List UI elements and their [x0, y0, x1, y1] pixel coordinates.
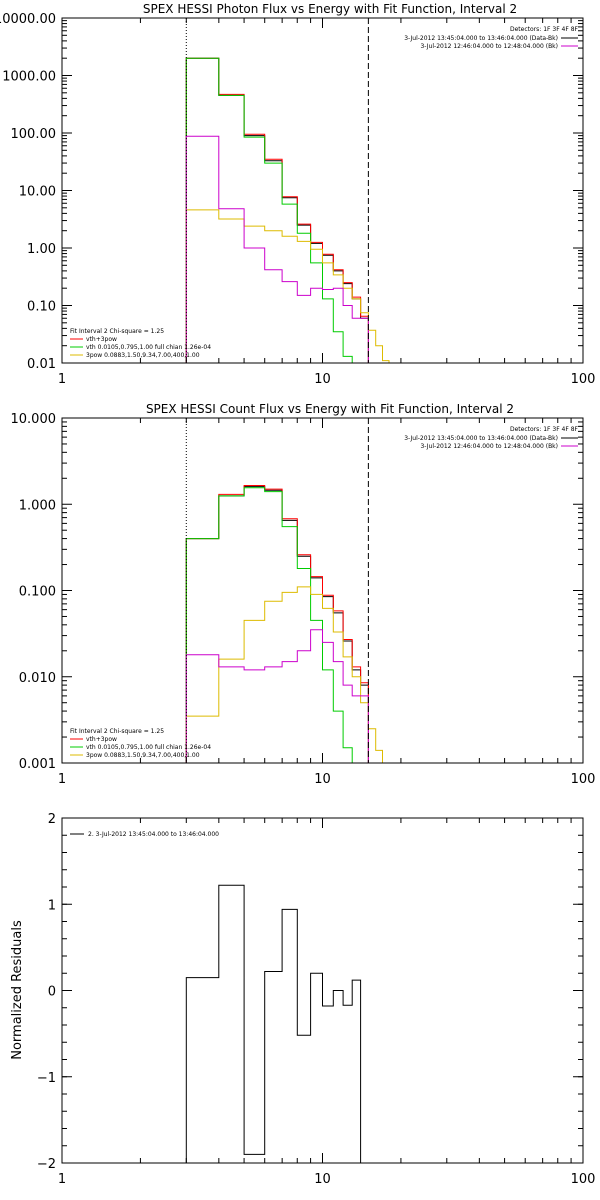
legend-left-label: vth 0.0105,0.795,1.00 full chian 1.26e-0… — [86, 344, 211, 351]
series-3pow — [185, 209, 390, 363]
fit-header: Fit Interval 2 Chi-square = 1.25 — [70, 328, 164, 335]
detectors-label: Detectors: 1F 3F 4F 8F — [510, 426, 579, 433]
legend-left-label: 3pow 0.0883,1.50,9.34,7.00,400,1.00 — [86, 352, 200, 359]
series-layer — [185, 485, 383, 763]
y-tick-label: 10.000 — [11, 412, 57, 427]
plot-frame — [61, 17, 584, 364]
chart-title: SPEX HESSI Photon Flux vs Energy with Fi… — [143, 2, 517, 16]
series-vth-3pow — [185, 57, 369, 363]
y-tick-label: 1000.00 — [2, 70, 56, 85]
series-residuals — [185, 884, 362, 1163]
y-tick-label: 0.100 — [19, 585, 56, 600]
fit-header: Fit Interval 2 Chi-square = 1.25 — [70, 728, 164, 735]
residuals-panel: 1 10 100 −2 −1 0 1 2 Normalized Residuals 2. 3-… — [10, 812, 595, 1187]
x-tick-label: 10 — [314, 1172, 331, 1187]
y-tick-label: 1.00 — [27, 242, 56, 257]
count-flux-panel: SPEX HESSI Count Flux vs Energy with Fit… — [11, 402, 596, 787]
series-data-bk — [185, 486, 369, 763]
chart-title: SPEX HESSI Count Flux vs Energy with Fit… — [146, 402, 514, 416]
y-tick-label: 100.00 — [11, 127, 57, 142]
series-layer — [185, 884, 362, 1163]
y-tick-label: 0.10 — [27, 300, 56, 315]
legend-left-label: vth+3pow — [86, 336, 117, 343]
threshold-lines — [185, 418, 369, 763]
series-data-bk — [185, 57, 369, 363]
series-vth-3pow — [185, 485, 369, 763]
x-tick-label: 1 — [58, 372, 66, 387]
legend-right-label: 3-Jul-2012 13:45:04.000 to 13:46:04.000 … — [404, 35, 558, 42]
x-tick-label: 100 — [571, 772, 596, 787]
y-tick-label: −1 — [37, 1071, 56, 1086]
y-tick-label: 0.01 — [27, 357, 56, 372]
legend-right: 3-Jul-2012 13:45:04.000 to 13:46:04.000 … — [404, 35, 578, 50]
axes: 1 10 100 −2 −1 0 1 2 — [37, 812, 596, 1187]
x-tick-label: 1 — [58, 772, 66, 787]
y-tick-label: −2 — [37, 1157, 56, 1172]
y-tick-label: 1.000 — [19, 498, 56, 513]
axes: 1 10 100 0.01 0.10 1.00 10.00 100.00 1000.00 1000… — [0, 12, 595, 387]
y-tick-label: 0.010 — [19, 671, 56, 686]
threshold-lines — [185, 18, 369, 363]
legend-left-label: 3pow 0.0883,1.50,9.34,7.00,400,1.00 — [86, 752, 200, 759]
y-tick-label: 10.00 — [19, 185, 56, 200]
y-tick-label: 0 — [48, 985, 56, 1000]
x-tick-label: 100 — [571, 1172, 596, 1187]
x-tick-label: 1 — [58, 1172, 66, 1187]
legend-left-label: vth+3pow — [86, 736, 117, 743]
x-tick-label: 10 — [314, 372, 331, 387]
series-vth — [185, 57, 353, 363]
series-vth — [185, 487, 353, 763]
series-bk — [185, 629, 369, 763]
x-tick-label: 10 — [314, 772, 331, 787]
x-tick-label: 100 — [571, 372, 596, 387]
detectors-label: Detectors: 1F 3F 4F 8F — [510, 26, 579, 33]
y-tick-label: 2 — [48, 812, 56, 827]
y-tick-label: 1 — [48, 898, 56, 913]
y-axis-label: Normalized Residuals — [10, 920, 25, 1060]
legend-right-label: 3-Jul-2012 13:45:04.000 to 13:46:04.000 … — [404, 435, 558, 442]
series-3pow — [185, 586, 383, 763]
legend-right-label: 3-Jul-2012 12:46:04.000 to 12:48:04.000 … — [420, 443, 558, 450]
residual-legend-label: 2. 3-Jul-2012 13:45:04.000 to 13:46:04.0… — [88, 831, 219, 838]
photon-flux-panel: SPEX HESSI Photon Flux vs Energy with Fi… — [0, 2, 595, 387]
series-bk — [185, 135, 369, 363]
y-tick-label: 10000.00 — [0, 12, 56, 27]
y-tick-label: 0.001 — [19, 757, 56, 772]
axes: 1 10 100 0.001 0.010 0.100 1.000 10.000 — [11, 412, 596, 787]
legend-left-label: vth 0.0105,0.795,1.00 full chian 1.26e-0… — [86, 744, 211, 751]
legend-right-label: 3-Jul-2012 12:46:04.000 to 12:48:04.000 … — [420, 43, 558, 50]
series-layer — [185, 57, 390, 363]
legend-right: 3-Jul-2012 13:45:04.000 to 13:46:04.000 … — [404, 435, 578, 450]
